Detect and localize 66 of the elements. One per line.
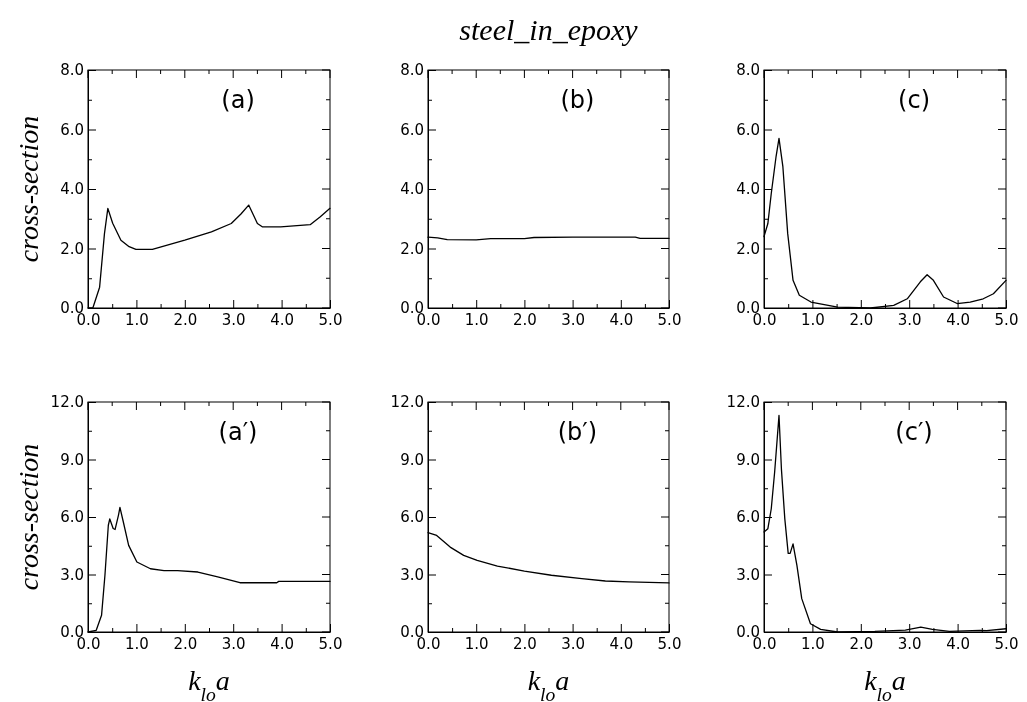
x-axis-title: k$_{lo}$a — [188, 665, 230, 702]
y-tick-label: 4.0 — [400, 180, 424, 199]
y-tick-label: 12.0 — [726, 393, 760, 412]
annotation: (a) — [221, 86, 255, 114]
y-tick-label: 6.0 — [400, 508, 424, 527]
x-tick-label: 1.0 — [464, 310, 489, 329]
x-tick-label: 5.0 — [318, 310, 343, 329]
x-tick-label: 4.0 — [270, 310, 295, 329]
x-tick-label: 3.0 — [561, 634, 586, 653]
x-tick-label: 4.0 — [609, 310, 634, 329]
annotation: (b) — [560, 86, 595, 114]
x-tick-label: 2.0 — [512, 310, 537, 329]
x-tick-label: 5.0 — [994, 634, 1019, 653]
y-tick-label: 8.0 — [400, 61, 424, 80]
y-tick-label: 2.0 — [736, 239, 760, 258]
y-tick-label: 6.0 — [400, 120, 424, 139]
x-tick-label: 5.0 — [994, 310, 1019, 329]
y-tick-label: 8.0 — [736, 61, 760, 80]
x-tick-label: 5.0 — [657, 310, 682, 329]
x-tick-label: 3.0 — [897, 310, 922, 329]
annotation: (a′) — [218, 418, 258, 446]
x-tick-label: 2.0 — [849, 634, 874, 653]
y-tick-label: 6.0 — [60, 120, 84, 139]
x-axis-title: k$_{lo}$a — [864, 665, 906, 702]
x-tick-label: 4.0 — [946, 310, 971, 329]
y-tick-label: 9.0 — [400, 450, 424, 469]
x-tick-label: 3.0 — [221, 310, 246, 329]
y-tick-label: 9.0 — [736, 450, 760, 469]
x-tick-label: 1.0 — [124, 634, 149, 653]
annotation: (c′) — [895, 418, 933, 446]
y-tick-label: 6.0 — [60, 508, 84, 527]
y-tick-label: 3.0 — [60, 565, 84, 584]
x-axis-title: k$_{lo}$a — [527, 665, 570, 702]
y-axis-title: cross-section — [13, 443, 44, 591]
x-tick-label: 1.0 — [464, 634, 489, 653]
x-tick-label: 2.0 — [173, 310, 198, 329]
chart-title: steel_in_epoxy — [459, 13, 639, 46]
x-tick-label: 3.0 — [561, 310, 586, 329]
x-tick-label: 3.0 — [221, 634, 246, 653]
x-tick-label: 4.0 — [946, 634, 971, 653]
y-tick-label: 3.0 — [736, 565, 760, 584]
x-tick-label: 1.0 — [124, 310, 149, 329]
y-axis-title: cross-section — [13, 115, 44, 263]
y-tick-label: 2.0 — [60, 239, 84, 258]
x-tick-label: 2.0 — [849, 310, 874, 329]
x-tick-label: 3.0 — [897, 634, 922, 653]
annotation: (c) — [898, 86, 930, 114]
x-tick-label: 4.0 — [609, 634, 634, 653]
x-tick-label: 4.0 — [270, 634, 295, 653]
y-tick-label: 4.0 — [736, 180, 760, 199]
x-tick-label: 5.0 — [657, 634, 682, 653]
annotation: (b′) — [557, 418, 598, 446]
y-tick-label: 2.0 — [400, 239, 424, 258]
y-tick-label: 12.0 — [390, 393, 424, 412]
x-tick-label: 5.0 — [318, 634, 343, 653]
y-tick-label: 9.0 — [60, 450, 84, 469]
x-tick-label: 2.0 — [173, 634, 198, 653]
x-tick-label: 1.0 — [800, 634, 825, 653]
y-tick-label: 6.0 — [736, 120, 760, 139]
y-tick-label: 4.0 — [60, 180, 84, 199]
y-tick-label: 8.0 — [60, 61, 84, 80]
y-tick-label: 6.0 — [736, 508, 760, 527]
y-tick-label: 3.0 — [400, 565, 424, 584]
x-tick-label: 2.0 — [512, 634, 537, 653]
x-tick-label: 1.0 — [800, 310, 825, 329]
y-tick-label: 12.0 — [50, 393, 84, 412]
